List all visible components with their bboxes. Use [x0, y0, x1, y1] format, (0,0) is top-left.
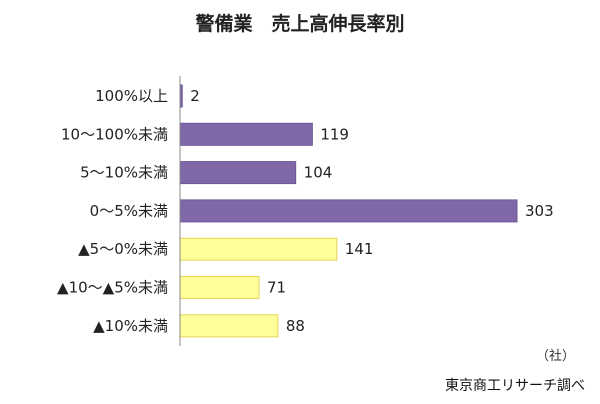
value-label-1: 119 [320, 125, 349, 143]
bar-3 [179, 199, 518, 223]
value-label-3: 303 [525, 202, 554, 220]
value-label-2: 104 [304, 164, 333, 182]
bar-1 [179, 122, 313, 146]
value-label-0: 2 [190, 87, 200, 105]
chart-title: 警備業 売上高伸長率別 [195, 12, 404, 35]
value-label-6: 88 [286, 317, 305, 335]
source-note: 東京商工リサーチ調べ [445, 378, 585, 394]
category-label-2: 5～10%未満 [80, 164, 168, 182]
bar-6 [179, 314, 279, 338]
bar-5 [179, 276, 260, 299]
unit-label: （社） [536, 348, 575, 364]
category-label-5: ▲10～▲5%未満 [57, 279, 168, 297]
category-label-0: 100%以上 [95, 87, 168, 105]
category-label-4: ▲5～0%未満 [78, 240, 168, 258]
value-label-5: 71 [267, 279, 286, 297]
category-label-6: ▲10%未満 [93, 317, 168, 335]
bar-2 [179, 161, 297, 185]
value-label-4: 141 [345, 240, 374, 258]
bar-4 [179, 237, 338, 261]
category-label-1: 10～100%未満 [61, 125, 168, 143]
bars-layer: 100%以上 2 10～100%未満 119 5～10%未満 104 0～5%未満 303 ▲5… [57, 84, 554, 338]
category-label-3: 0～5%未満 [90, 202, 168, 220]
